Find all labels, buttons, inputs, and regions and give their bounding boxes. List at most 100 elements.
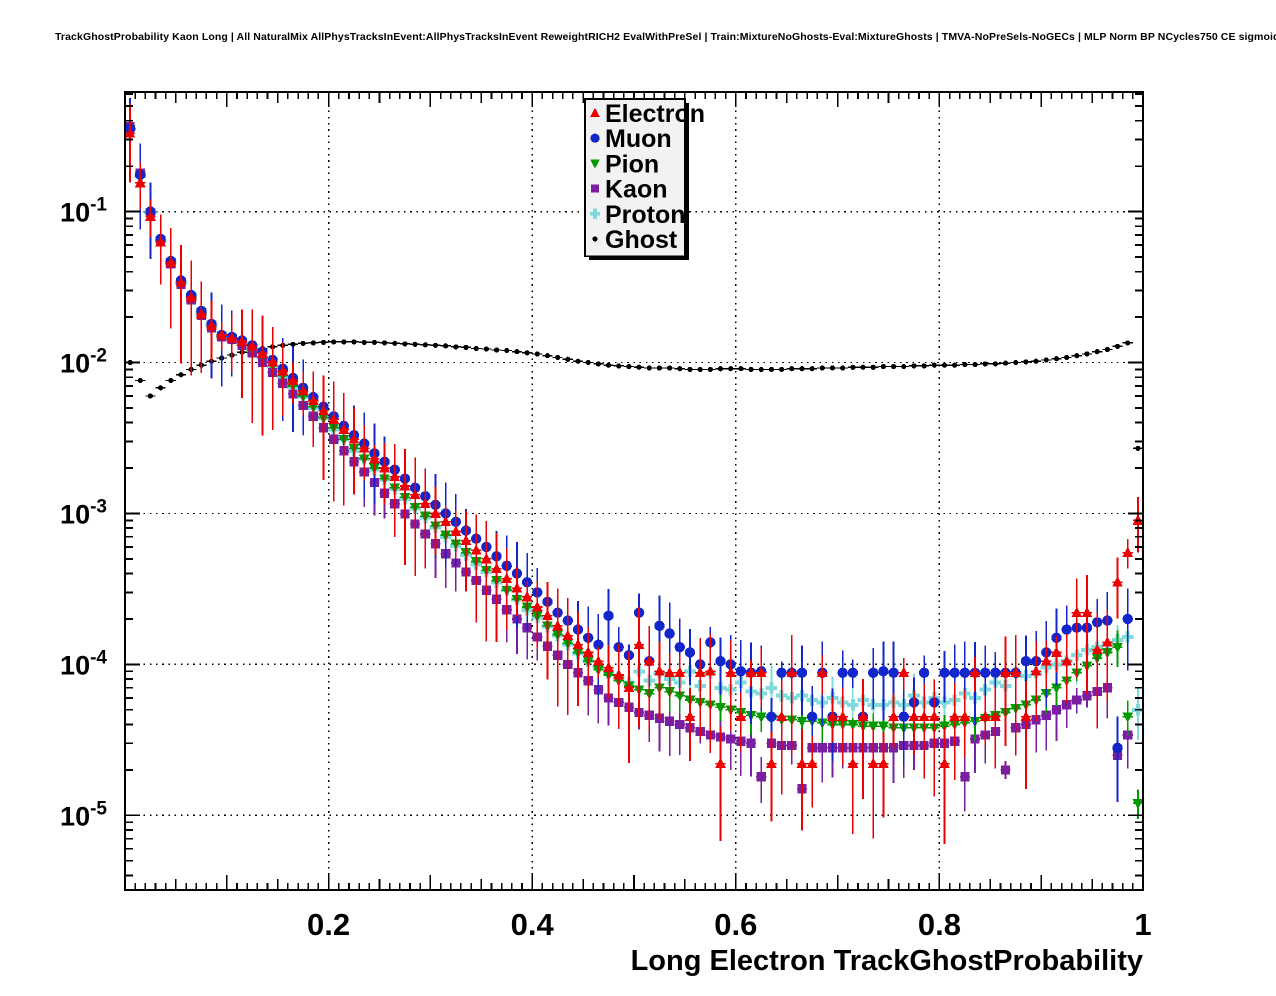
data-point-marker xyxy=(1002,360,1009,366)
data-point-marker xyxy=(674,641,686,653)
data-point-marker xyxy=(603,661,614,673)
data-point-marker xyxy=(521,590,533,602)
data-point-marker xyxy=(878,757,889,769)
legend-box xyxy=(584,98,686,257)
data-point-marker xyxy=(603,610,614,621)
axis-frame xyxy=(123,90,1145,892)
data-point-marker xyxy=(542,609,553,621)
data-point-marker xyxy=(1122,546,1134,558)
data-point-marker xyxy=(656,365,663,371)
data-point-marker xyxy=(318,404,329,416)
data-point-marker xyxy=(847,757,859,769)
data-point-marker xyxy=(850,364,856,370)
data-point-marker xyxy=(949,710,961,722)
data-point-marker xyxy=(860,364,866,370)
data-point-marker xyxy=(982,361,988,367)
data-point-marker xyxy=(728,366,734,372)
data-point-marker xyxy=(768,366,775,373)
data-point-marker xyxy=(147,393,154,399)
data-point-marker xyxy=(972,361,978,368)
data-point-marker xyxy=(392,340,398,346)
data-point-marker xyxy=(514,349,520,355)
data-point-marker xyxy=(236,335,248,346)
data-point-marker xyxy=(969,666,981,678)
legend-label: Muon xyxy=(605,125,672,153)
x-tick-label: 0.2 xyxy=(307,907,350,942)
data-point-marker xyxy=(361,339,367,345)
data-point-marker xyxy=(1061,655,1073,666)
legend-entry-proton[interactable]: Proton xyxy=(589,201,686,229)
x-axis-title: Long Electron TrackGhostProbability xyxy=(631,945,1143,977)
data-point-marker xyxy=(175,276,187,287)
legend-marker-cross-icon xyxy=(589,208,601,219)
data-point-marker xyxy=(990,667,1001,678)
legend-entry-muon[interactable]: Muon xyxy=(590,125,672,153)
y-tick-label: 10-3 xyxy=(60,496,107,529)
y-tick-label: 10-4 xyxy=(60,647,107,680)
data-point-marker xyxy=(707,366,713,373)
data-point-marker xyxy=(134,176,146,188)
data-point-marker xyxy=(789,366,795,372)
data-point-marker xyxy=(297,384,309,396)
legend-entry-kaon[interactable]: Kaon xyxy=(591,176,668,204)
data-point-marker xyxy=(960,772,970,782)
legend-entry-pion[interactable]: Pion xyxy=(590,150,659,178)
data-point-marker xyxy=(837,667,848,678)
data-point-marker xyxy=(725,666,737,678)
data-point-marker xyxy=(878,721,889,733)
data-point-marker xyxy=(348,433,360,444)
data-point-marker xyxy=(654,620,665,632)
data-point-marker xyxy=(1104,346,1110,353)
data-point-marker xyxy=(665,716,675,726)
y-tick-label: 10-5 xyxy=(60,798,107,831)
data-point-marker xyxy=(1091,643,1103,655)
data-point-marker xyxy=(809,366,815,372)
data-point-marker xyxy=(918,710,930,722)
legend-label: Pion xyxy=(605,150,659,178)
data-point-marker xyxy=(867,757,879,769)
legend-entry-ghost[interactable]: Ghost xyxy=(592,226,678,254)
data-point-marker xyxy=(819,365,825,371)
data-point-marker xyxy=(847,667,859,678)
data-point-marker xyxy=(758,366,764,373)
data-point-marker xyxy=(534,351,540,357)
data-point-marker xyxy=(918,667,930,678)
legend-entry-electron[interactable]: Electron xyxy=(590,100,705,128)
data-point-marker xyxy=(816,666,828,678)
data-point-marker xyxy=(358,442,370,453)
data-point-marker xyxy=(371,339,378,345)
data-point-marker xyxy=(796,667,808,678)
data-point-marker xyxy=(664,628,675,639)
data-point-marker xyxy=(480,552,492,564)
legend-marker-circle-icon xyxy=(590,133,600,143)
data-point-marker xyxy=(409,488,421,500)
data-point-marker xyxy=(726,734,736,744)
data-point-marker xyxy=(1114,343,1121,349)
data-point-marker xyxy=(684,647,696,658)
data-point-marker xyxy=(1135,445,1141,451)
data-point-marker xyxy=(667,365,673,371)
data-point-marker xyxy=(1000,666,1011,678)
data-point-marker xyxy=(870,364,876,370)
data-point-marker xyxy=(422,342,428,348)
data-point-marker xyxy=(980,667,991,678)
data-point-marker xyxy=(901,363,907,370)
data-point-marker xyxy=(636,364,642,370)
y-tick-label: 10-1 xyxy=(60,195,107,228)
data-point-marker xyxy=(694,666,706,678)
data-point-marker xyxy=(1041,710,1051,720)
data-point-marker xyxy=(674,666,686,678)
data-point-marker xyxy=(1062,700,1072,710)
data-point-marker xyxy=(799,366,805,372)
data-point-marker xyxy=(1122,712,1134,723)
legend-label: Electron xyxy=(605,100,705,128)
data-point-marker xyxy=(491,562,502,574)
data-point-marker xyxy=(178,372,184,378)
data-point-marker xyxy=(544,353,551,359)
data-point-marker xyxy=(460,534,472,546)
data-point-marker xyxy=(307,394,319,405)
data-point-marker xyxy=(562,629,574,641)
data-point-marker xyxy=(592,655,604,666)
data-point-marker xyxy=(1101,636,1113,647)
data-point-marker xyxy=(593,639,604,650)
